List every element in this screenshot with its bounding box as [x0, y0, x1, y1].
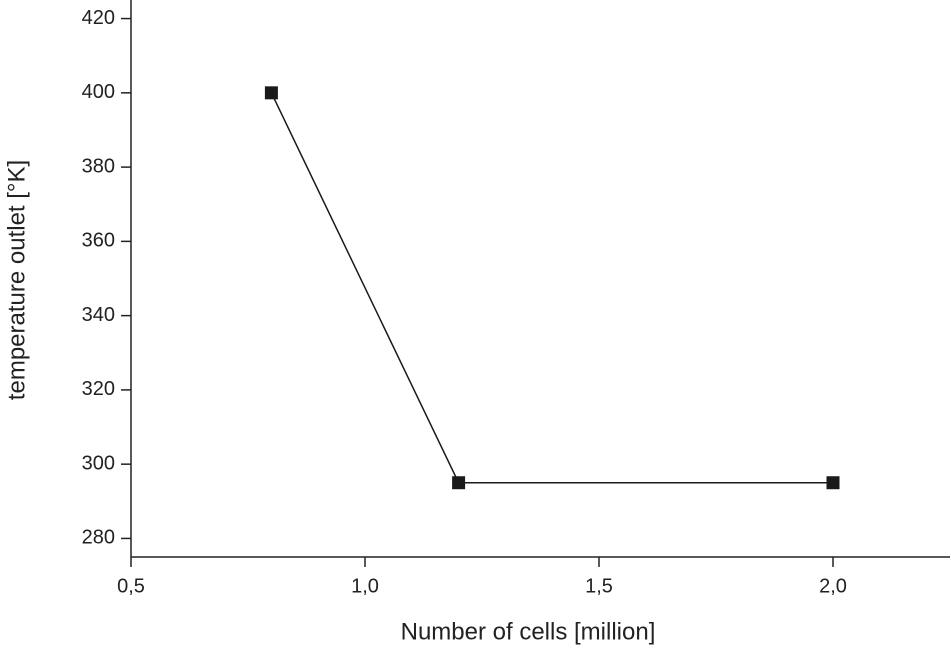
marker — [264, 86, 278, 100]
y-tick-label: 360 — [82, 230, 115, 252]
y-axis-label: temperature outlet [°K] — [3, 160, 30, 400]
marker — [826, 476, 840, 490]
y-tick-label: 320 — [82, 378, 115, 400]
x-tick-label: 2,0 — [819, 575, 847, 597]
y-tick-label: 280 — [82, 527, 115, 549]
x-tick-label: 0,5 — [117, 575, 145, 597]
y-tick-label: 400 — [82, 81, 115, 103]
y-tick-label: 300 — [82, 452, 115, 474]
series-line — [270, 92, 833, 484]
y-tick-label: 420 — [82, 7, 115, 29]
y-tick-label: 380 — [82, 155, 115, 177]
marker — [452, 476, 466, 490]
x-tick-label: 1,5 — [585, 575, 613, 597]
y-tick-label: 340 — [82, 304, 115, 326]
x-tick-label: 1,0 — [351, 575, 379, 597]
x-axis-label: Number of cells [million] — [401, 618, 656, 645]
